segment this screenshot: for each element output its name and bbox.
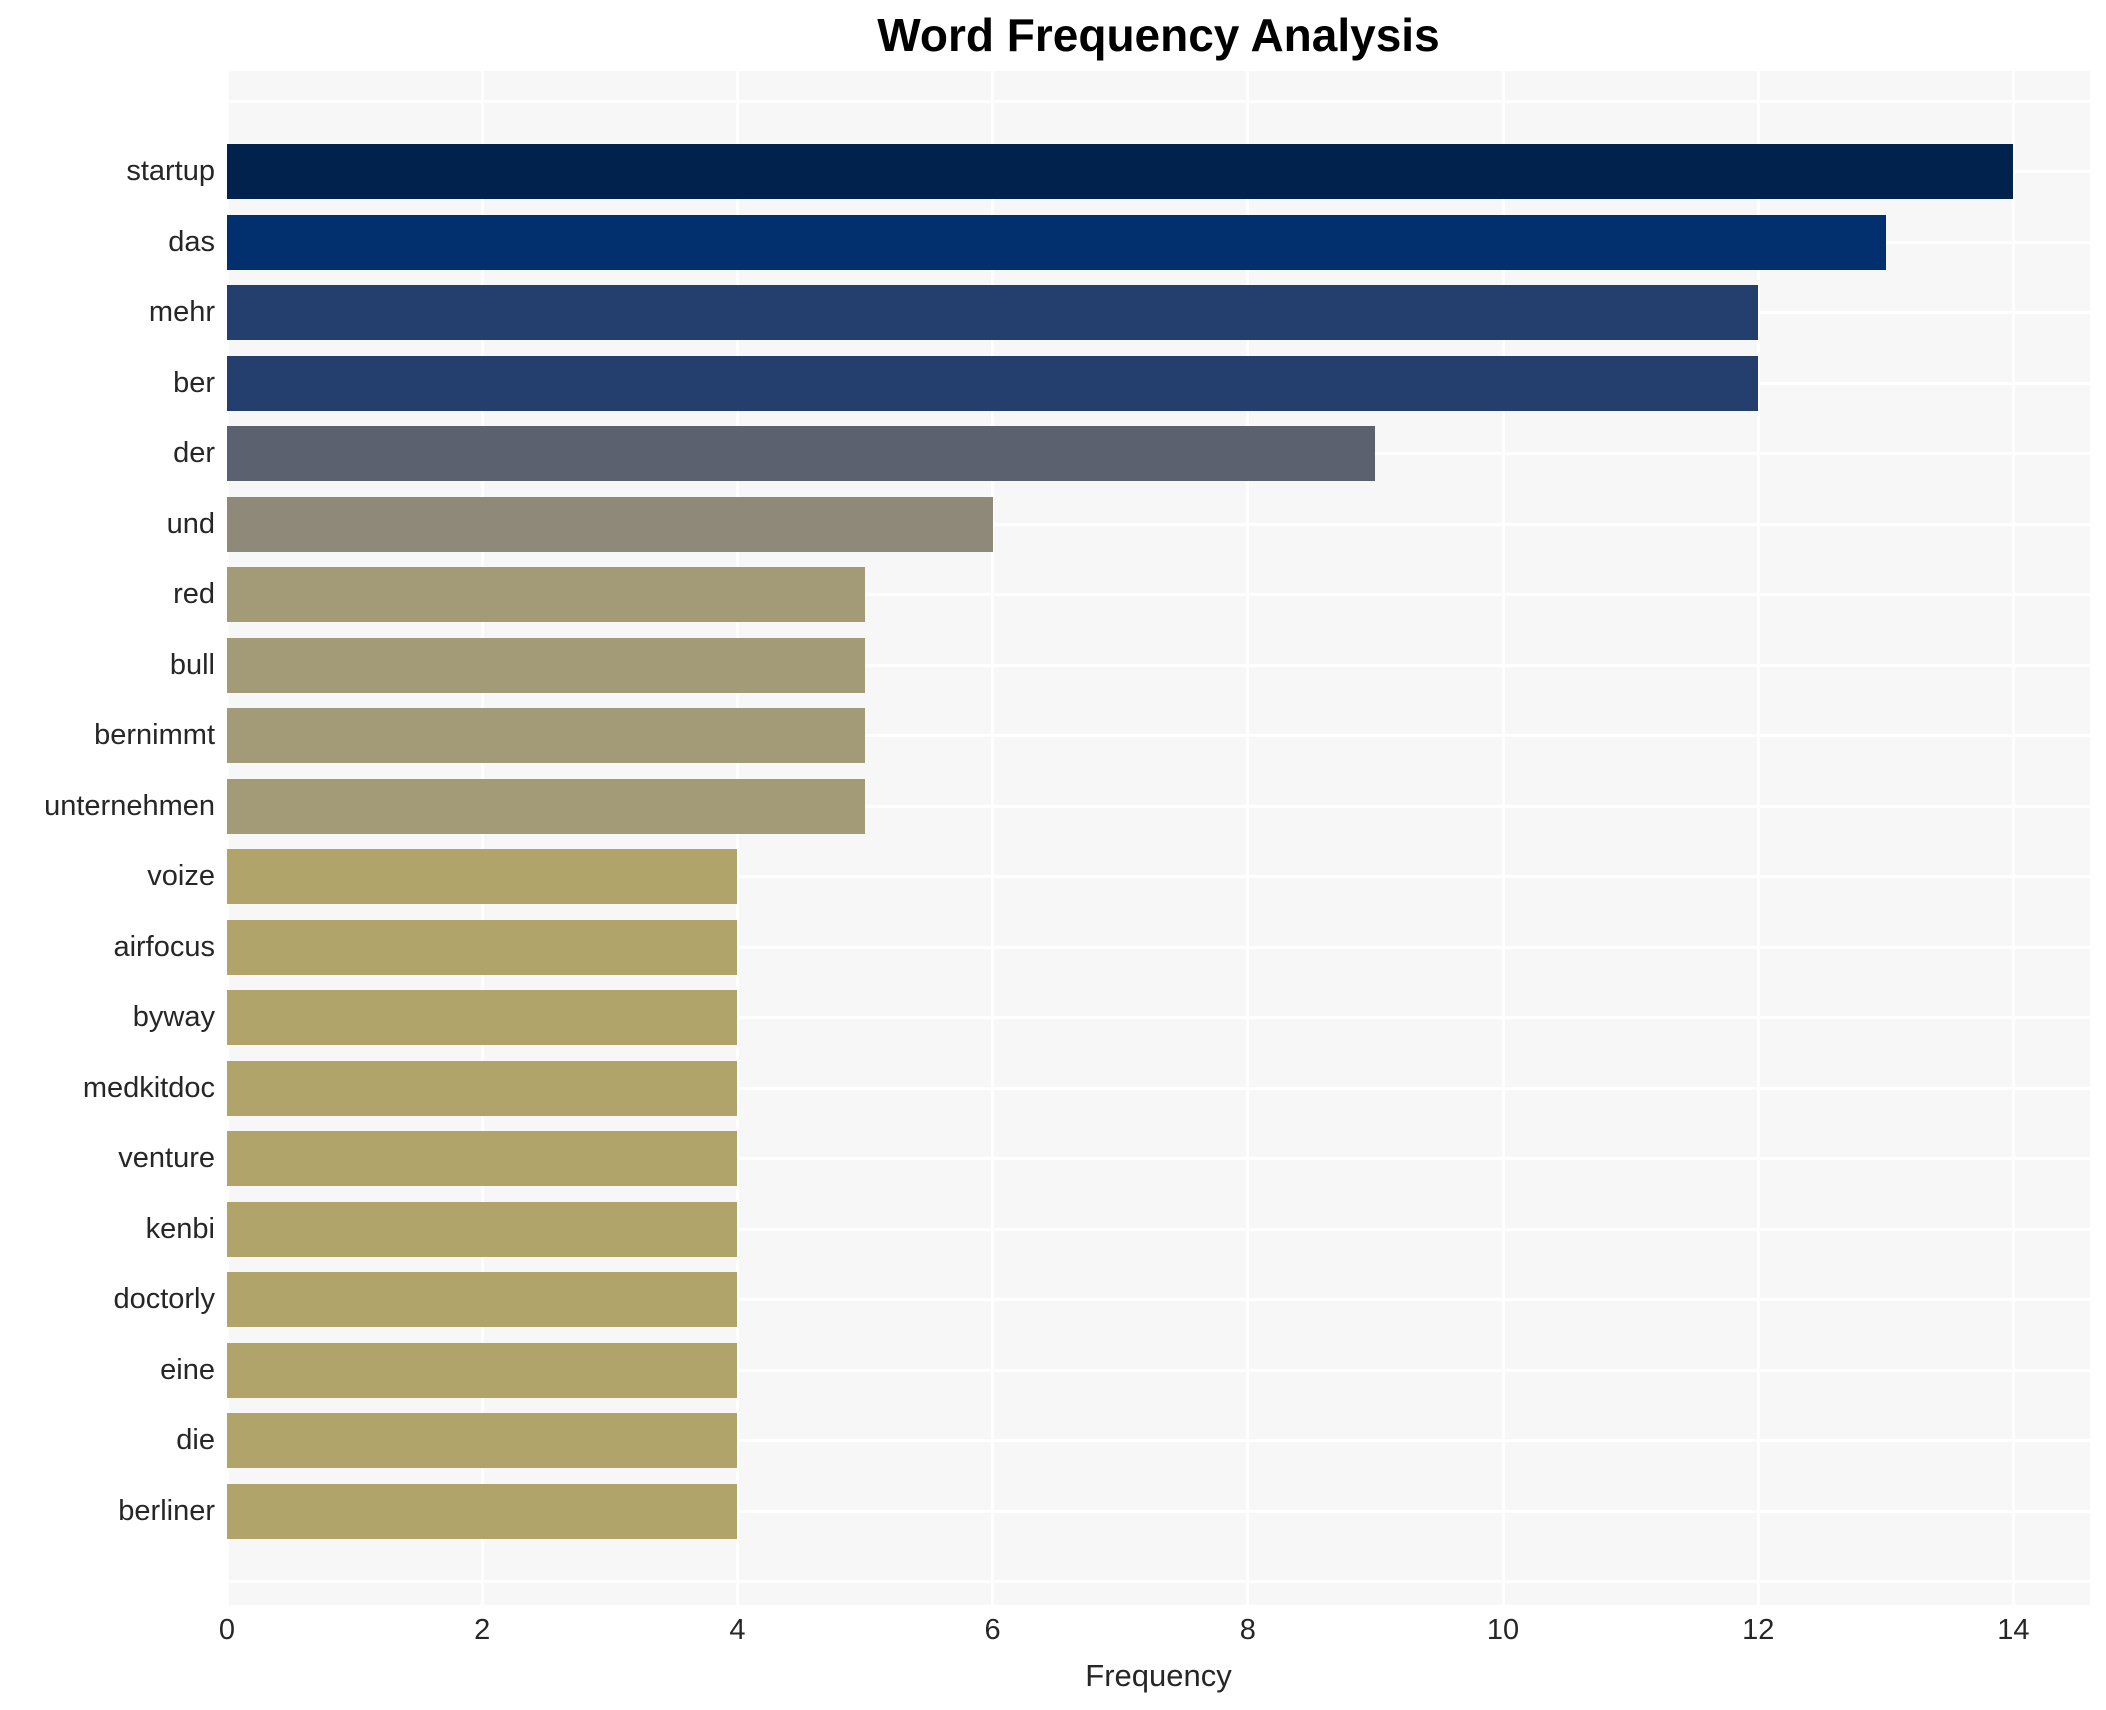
gridline-horizontal: [227, 1227, 2090, 1231]
gridline-horizontal: [227, 804, 2090, 808]
y-tick-label: bull: [169, 648, 215, 681]
gridline-vertical: [2011, 71, 2015, 1605]
gridline-horizontal: [227, 1580, 2090, 1583]
gridline-horizontal: [227, 593, 2090, 596]
gridline-horizontal: [227, 1016, 2090, 1019]
gridline-horizontal: [227, 734, 2090, 737]
gridline-horizontal: [227, 663, 2090, 667]
gridline-horizontal: [227, 1157, 2090, 1160]
bar-die: [227, 1413, 738, 1468]
y-tick-label: medkitdoc: [82, 1071, 215, 1104]
y-tick-label: doctorly: [113, 1283, 215, 1315]
bar-startup: [227, 144, 2014, 199]
bar-bernimmt: [227, 708, 865, 763]
x-tick-label: 12: [1742, 1614, 1775, 1646]
y-tick-label: eine: [160, 1353, 215, 1386]
gridline-vertical: [735, 71, 739, 1605]
gridline-vertical: [480, 71, 484, 1605]
gridline-vertical: [991, 71, 995, 1605]
bar-der: [227, 426, 1376, 481]
bar-und: [227, 496, 993, 552]
bar-unternehmen: [227, 778, 865, 834]
y-tick-label: startup: [126, 155, 215, 187]
gridline-horizontal: [227, 1298, 2090, 1301]
y-tick-label: die: [176, 1424, 215, 1456]
x-tick-label: 8: [1239, 1614, 1256, 1646]
y-tick-label: venture: [118, 1142, 215, 1174]
gridline-horizontal: [227, 522, 2090, 526]
y-tick-label: airfocus: [113, 930, 215, 963]
gridline-horizontal: [227, 875, 2090, 878]
x-tick-label: 4: [729, 1614, 746, 1646]
x-axis-label: Frequency: [1085, 1658, 1232, 1693]
bar-medkitdoc: [227, 1060, 738, 1116]
gridline-horizontal: [227, 1439, 2090, 1442]
gridline-vertical: [1501, 71, 1505, 1605]
bar-airfocus: [227, 919, 738, 975]
gridline-horizontal: [227, 1509, 2090, 1513]
bar-bull: [227, 637, 865, 693]
y-tick-label: red: [173, 578, 215, 610]
gridline-horizontal: [227, 1368, 2090, 1372]
bar-kenbi: [227, 1201, 738, 1257]
bar-voize: [227, 849, 738, 904]
bar-mehr: [227, 285, 1759, 340]
y-tick-label: voize: [147, 860, 215, 892]
bar-ber: [227, 355, 1759, 411]
gridline-vertical: [225, 71, 229, 1605]
bar-venture: [227, 1131, 738, 1186]
bar-das: [227, 214, 1886, 270]
bar-byway: [227, 990, 738, 1045]
y-tick-label: das: [168, 225, 215, 258]
y-tick-label: und: [166, 507, 215, 540]
gridline-vertical: [1756, 71, 1760, 1605]
plot-area: [225, 71, 2090, 1605]
x-tick-label: 0: [218, 1614, 236, 1646]
y-tick-label: kenbi: [145, 1212, 215, 1245]
y-tick-label: byway: [132, 1001, 215, 1033]
x-tick-label: 14: [1997, 1614, 2030, 1646]
gridline-horizontal: [227, 99, 2090, 103]
bar-doctorly: [227, 1272, 738, 1327]
y-tick-label: der: [173, 437, 215, 469]
bar-eine: [227, 1342, 738, 1398]
y-tick-label: ber: [173, 366, 215, 399]
x-tick-label: 10: [1486, 1614, 1520, 1646]
gridline-vertical: [1246, 71, 1250, 1605]
chart-title: Word Frequency Analysis: [877, 9, 1440, 61]
y-tick-label: unternehmen: [44, 789, 215, 822]
gridline-horizontal: [227, 945, 2090, 949]
y-tick-label: berliner: [118, 1494, 215, 1527]
bar-berliner: [227, 1483, 738, 1539]
y-tick-label: mehr: [148, 296, 215, 328]
x-tick-label: 6: [984, 1614, 1001, 1646]
x-tick-label: 2: [474, 1614, 491, 1646]
gridline-horizontal: [227, 1086, 2090, 1090]
y-tick-label: bernimmt: [94, 719, 215, 751]
bar-red: [227, 567, 865, 622]
